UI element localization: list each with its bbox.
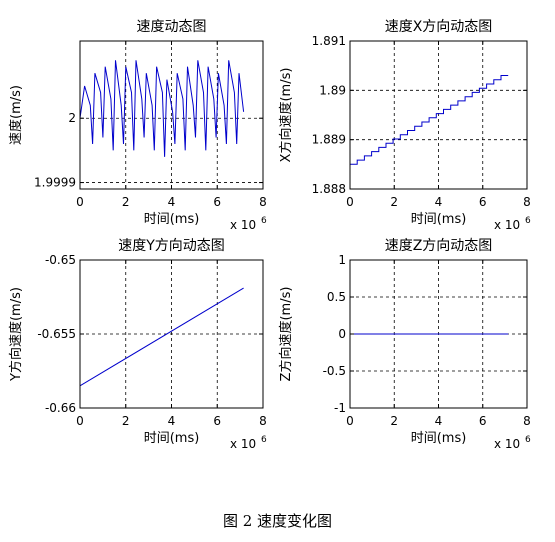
x-tick-label: 0 [346,195,354,209]
x-tick-label: 6 [479,195,487,209]
x-tick-label: 8 [523,414,531,428]
y-tick-label: 1.89 [319,83,346,97]
y-tick-label: 1.889 [312,133,346,147]
y-tick-label: -0.66 [45,401,76,415]
figure-caption: 图 2 速度变化图 [222,512,333,530]
y-axis-label: Y方向速度(m/s) [8,287,24,382]
y-tick-label: -1 [334,401,346,415]
subplot-title: 速度Z方向动态图 [385,238,493,254]
x-tick-label: 8 [259,414,267,428]
y-tick-label: 1.888 [312,182,346,196]
x-axis-label: 时间(ms) [411,212,467,227]
y-tick-label: -0.5 [323,364,346,378]
y-tick-label: -0.655 [37,327,76,341]
x-tick-label: 4 [435,414,443,428]
subplot-title: 速度动态图 [137,19,207,35]
x-axis-label: 时间(ms) [411,431,467,446]
x-exponent-power: 6 [525,216,531,226]
y-tick-label: 0.5 [327,290,346,304]
x-tick-label: 6 [213,195,221,209]
x-tick-label: 6 [213,414,221,428]
x-exponent-label: x 10 [494,437,520,451]
y-tick-label: 0 [338,327,346,341]
y-tick-label: -0.65 [45,253,76,267]
series-line [350,75,509,165]
x-tick-label: 4 [168,195,176,209]
x-exponent-label: x 10 [230,437,256,451]
x-tick-label: 6 [479,414,487,428]
series-line [79,287,244,387]
subplot-title: 速度X方向动态图 [385,19,493,35]
y-tick-label: 1.891 [312,34,346,48]
x-tick-label: 4 [435,195,443,209]
x-exponent-label: x 10 [230,218,256,232]
x-tick-label: 4 [168,414,176,428]
y-axis-label: 速度(m/s) [8,85,24,145]
x-axis-label: 时间(ms) [144,212,200,227]
x-tick-label: 2 [390,195,398,209]
x-exponent-power: 6 [261,216,267,226]
x-tick-label: 2 [390,414,398,428]
x-exponent-label: x 10 [494,218,520,232]
x-tick-label: 0 [346,414,354,428]
x-exponent-power: 6 [261,435,267,445]
x-tick-label: 8 [523,195,531,209]
series-line [79,60,245,157]
y-axis-label: X方向速度(m/s) [278,68,294,163]
x-axis-label: 时间(ms) [144,431,200,446]
x-exponent-power: 6 [525,435,531,445]
x-tick-label: 2 [122,195,130,209]
x-tick-label: 0 [76,195,84,209]
y-axis-label: Z方向速度(m/s) [278,287,294,382]
subplot-title: 速度Y方向动态图 [118,238,225,254]
x-tick-label: 0 [76,414,84,428]
y-tick-label: 2 [68,111,76,125]
y-tick-label: 1 [338,253,346,267]
x-tick-label: 2 [122,414,130,428]
y-tick-label: 1.9999 [34,176,76,190]
x-tick-label: 8 [259,195,267,209]
